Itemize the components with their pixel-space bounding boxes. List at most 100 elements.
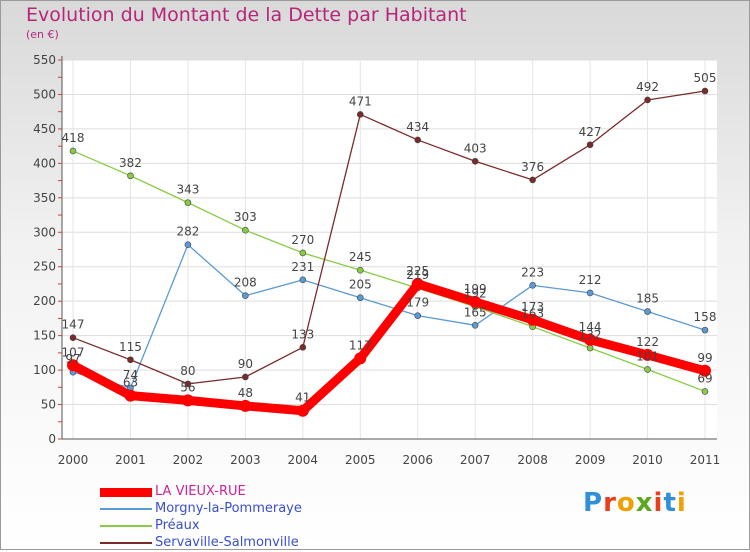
data-point: [242, 226, 249, 234]
logo-letter: r: [603, 488, 617, 518]
legend-label: Servaville-Salmonville: [155, 535, 299, 550]
data-point: [299, 344, 307, 351]
data-label: 505: [694, 71, 717, 85]
logo-letter: o: [616, 488, 636, 518]
data-label: 199: [464, 282, 487, 296]
data-point: [67, 359, 79, 372]
x-tick-label: 2002: [173, 453, 204, 467]
data-label: 418: [62, 131, 85, 145]
x-tick-label: 2000: [58, 453, 89, 467]
data-point: [127, 172, 134, 180]
proxiti-logo: Proxiti: [583, 488, 687, 518]
legend-swatch: [100, 525, 152, 527]
data-label: 74: [123, 368, 138, 382]
data-label: 223: [521, 265, 544, 279]
data-point: [356, 266, 364, 274]
data-label: 122: [636, 335, 659, 349]
data-point: [471, 321, 479, 329]
data-label: 132: [579, 328, 602, 342]
data-point: [69, 147, 77, 155]
legend-label: LA VIEUX-RUE: [155, 484, 246, 499]
data-point: [701, 87, 709, 95]
data-label: 101: [636, 349, 659, 363]
data-label: 185: [636, 292, 659, 306]
data-point: [641, 348, 654, 361]
legend-swatch: [100, 542, 152, 544]
data-label: 115: [119, 340, 142, 354]
data-point: [127, 356, 134, 364]
data-point: [526, 313, 539, 326]
data-label: 69: [697, 371, 712, 385]
x-tick-label: 2010: [632, 453, 663, 467]
data-label: 231: [291, 260, 314, 274]
data-point: [586, 141, 594, 149]
data-point: [242, 292, 249, 299]
data-label: 173: [521, 300, 544, 314]
x-tick-label: 2005: [345, 453, 376, 467]
x-tick-label: 2001: [115, 453, 146, 467]
x-tick-label: 2009: [575, 453, 606, 467]
y-tick-label: 250: [33, 260, 56, 274]
data-point: [701, 326, 709, 334]
data-point: [471, 157, 479, 165]
series-line: [72, 90, 706, 385]
data-label: 56: [180, 380, 195, 394]
data-label: 165: [464, 305, 487, 319]
x-tick-label: 2004: [288, 453, 319, 467]
data-point: [356, 294, 364, 302]
data-label: 212: [579, 273, 602, 287]
y-tick-label: 50: [41, 398, 56, 412]
data-label: 343: [176, 183, 199, 197]
data-label: 270: [291, 233, 314, 247]
data-label: 163: [521, 307, 544, 321]
data-label: 41: [295, 391, 310, 405]
data-point: [69, 334, 77, 342]
data-point: [184, 380, 192, 388]
data-label: 427: [579, 125, 602, 139]
x-tick-label: 2007: [460, 453, 491, 467]
data-label: 117: [349, 338, 372, 352]
data-label: 107: [62, 345, 85, 359]
data-point: [644, 308, 651, 315]
plot-area: [62, 60, 717, 439]
data-point: [529, 282, 536, 289]
data-label: 376: [521, 160, 544, 174]
logo-letter: i: [676, 488, 687, 518]
data-point: [299, 276, 307, 284]
data-label: 382: [119, 156, 142, 170]
y-tick-label: 350: [33, 191, 56, 205]
data-point: [701, 388, 709, 395]
data-label: 158: [694, 310, 717, 324]
x-tick-label: 2008: [517, 453, 548, 467]
series-line: [68, 279, 710, 416]
data-label: 179: [406, 296, 429, 310]
legend-label: Morgny-la-Pommeraye: [155, 501, 302, 516]
y-tick-label: 200: [33, 294, 56, 308]
data-label: 192: [464, 287, 487, 301]
data-label: 471: [349, 94, 372, 108]
y-tick-label: 500: [33, 87, 56, 101]
data-label: 147: [62, 318, 85, 332]
y-tick-label: 100: [33, 363, 56, 377]
data-point: [354, 352, 367, 365]
series-line: [72, 150, 706, 393]
data-point: [414, 312, 422, 319]
data-point: [644, 366, 651, 373]
data-point: [296, 404, 309, 417]
y-tick-label: 300: [33, 225, 56, 239]
data-label: 144: [579, 320, 602, 334]
data-label: 282: [176, 225, 199, 239]
series-line: [72, 244, 706, 389]
data-point: [184, 199, 192, 206]
data-point: [411, 277, 424, 290]
y-tick-label: 450: [33, 122, 56, 136]
chart-title: Evolution du Montant de la Dette par Hab…: [26, 4, 467, 26]
legend-swatch: [100, 488, 152, 497]
data-point: [239, 399, 252, 412]
y-tick-label: 150: [33, 329, 56, 343]
data-point: [586, 289, 594, 297]
data-label: 90: [238, 357, 253, 371]
data-point: [124, 389, 137, 402]
data-label: 48: [238, 386, 253, 400]
